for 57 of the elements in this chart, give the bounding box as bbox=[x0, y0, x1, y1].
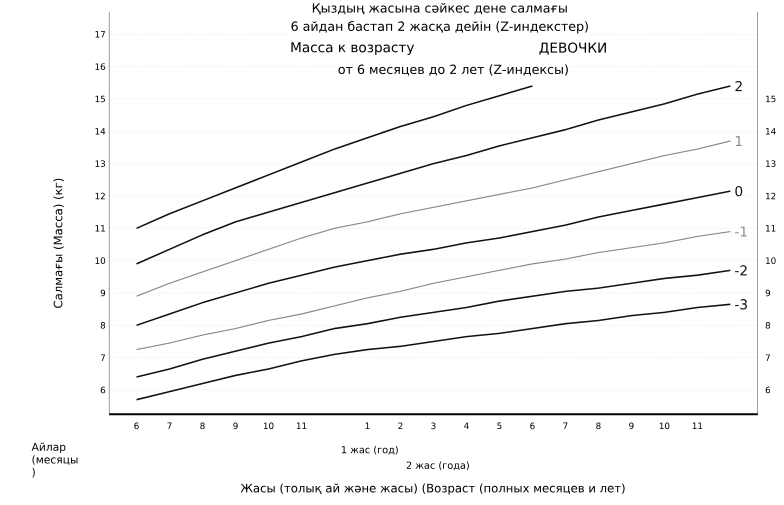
y2-tick-label: 6 bbox=[766, 386, 770, 394]
x-tick-label: 2 bbox=[398, 422, 402, 430]
y-tick-label: 9 bbox=[100, 290, 106, 296]
x-tick-label: 3 bbox=[431, 422, 436, 430]
text: Айлар (месяцы ) bbox=[32, 442, 78, 478]
y-tick-label: 8 bbox=[100, 322, 106, 329]
x-tick-label: 7 bbox=[563, 422, 568, 430]
annotation: от 6 месяцев до 2 лет (Z-индексы) bbox=[338, 64, 568, 76]
y2-tick-label: 8 bbox=[766, 322, 770, 329]
x-tick-label: 9 bbox=[629, 422, 634, 430]
y2-tick-label: 10 bbox=[766, 257, 776, 264]
series-label: -1 bbox=[735, 226, 747, 237]
series-label: 0 bbox=[735, 186, 742, 196]
y2-tick-label: 14 bbox=[766, 128, 776, 135]
y-tick-label: 14 bbox=[96, 128, 106, 135]
y-tick-label: 16 bbox=[96, 63, 106, 70]
y-tick-label: 10 bbox=[96, 257, 106, 264]
x-tick-label: 4 bbox=[464, 422, 469, 430]
x-tick-label: 6 bbox=[530, 422, 535, 430]
series-label: -3 bbox=[735, 299, 747, 310]
x-tick-label: 10 bbox=[660, 422, 670, 430]
y2-tick-label: 7 bbox=[766, 354, 770, 361]
y-tick-label: 17 bbox=[96, 31, 105, 38]
y-tick-label: 13 bbox=[96, 160, 106, 168]
x-tick-label: 5 bbox=[497, 422, 502, 430]
x-tick-label: 7 bbox=[167, 422, 172, 430]
line-series bbox=[136, 231, 731, 350]
x-axis-title: Жасы (толық ай және жасы) (Возраст (полных месяцев и лет) bbox=[240, 484, 625, 495]
x-tick-label: 11 bbox=[296, 422, 306, 430]
line-series bbox=[136, 85, 534, 230]
x-tick-label: 1 bbox=[366, 422, 370, 430]
y2-tick-label: 15 bbox=[766, 96, 776, 102]
x-tick-label: 8 bbox=[596, 422, 601, 430]
y-tick-label: 11 bbox=[96, 225, 105, 232]
y-tick-label: 7 bbox=[100, 354, 105, 361]
x-tick-label: 10 bbox=[264, 422, 274, 430]
y-tick-label: 12 bbox=[96, 192, 105, 200]
y-tick-label: 6 bbox=[100, 386, 106, 394]
chart-title: Қыздың жасына сәйкес дене салмағы bbox=[312, 3, 567, 15]
text: 1 жас (год) bbox=[342, 446, 398, 455]
series-label: 1 bbox=[736, 136, 742, 146]
annotation: Масса к возрасту bbox=[291, 42, 414, 56]
text: 6 айдан бастап 2 жасқа дейін (Z-индекстер) bbox=[291, 21, 588, 34]
x-tick-label: 6 bbox=[134, 422, 139, 430]
y-tick-label: 15 bbox=[96, 96, 105, 102]
x-tick-label: 9 bbox=[233, 422, 238, 430]
y-axis-title: Салмағы (Масса) (кг) bbox=[53, 178, 64, 308]
annotation: ДЕВОЧКИ bbox=[539, 42, 606, 55]
x-tick-label: 11 bbox=[692, 422, 702, 430]
series-label: -2 bbox=[735, 265, 747, 276]
y2-tick-label: 11 bbox=[766, 225, 776, 232]
y2-tick-label: 12 bbox=[766, 192, 776, 200]
x-tick-label: 8 bbox=[200, 422, 205, 430]
text: 2 жас (года) bbox=[406, 462, 469, 470]
y2-tick-label: 13 bbox=[766, 160, 776, 168]
series-label: 2 bbox=[735, 81, 742, 92]
y2-tick-label: 9 bbox=[766, 290, 770, 296]
